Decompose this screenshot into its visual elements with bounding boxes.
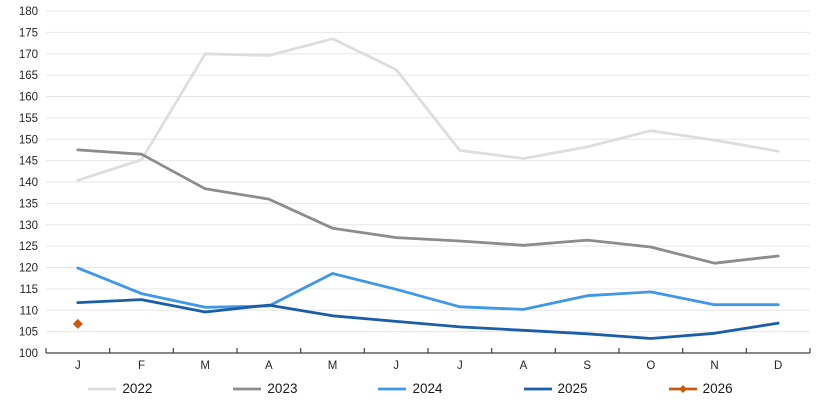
legend-item-2026: 2026	[668, 382, 733, 396]
series-marker-2026	[72, 318, 83, 329]
y-axis-tick-label: 160	[19, 92, 38, 104]
x-axis-tick-label: F	[138, 360, 145, 372]
y-axis-tick-label: 140	[19, 177, 38, 189]
x-axis-tick-label: O	[646, 360, 655, 372]
x-axis-tick-label: M	[200, 360, 210, 372]
y-axis-tick-label: 115	[20, 284, 38, 296]
series-line-2023	[76, 148, 780, 265]
y-axis-tick-label: 125	[19, 241, 38, 253]
series-line-2022	[76, 37, 780, 182]
legend-swatch-2025	[523, 387, 552, 391]
y-axis-tick-label: 150	[19, 134, 38, 146]
series-line-2024	[76, 266, 780, 311]
legend-label: 2023	[267, 381, 298, 397]
plot-area: 100 105 110 115 120 125 130 135 140 145 150 155 160 1…	[19, 6, 811, 372]
y-axis-tick-label: 135	[19, 198, 38, 210]
legend-label: 2022	[122, 381, 153, 397]
y-axis-tick-label: 145	[19, 156, 38, 168]
x-axis-tick-label: A	[520, 360, 528, 372]
legend-label: 2024	[412, 381, 443, 397]
chart-legend: 2022 2023 2024 2025 2026	[0, 376, 820, 402]
y-axis-tick-label: 170	[19, 49, 38, 61]
legend-item-2022: 2022	[87, 382, 152, 396]
x-axis-tick-label: J	[457, 360, 463, 372]
legend-swatch-2026	[668, 385, 697, 393]
legend-label: 2026	[702, 381, 733, 397]
legend-swatch-2023	[233, 387, 262, 391]
y-axis-tick-label: 100	[19, 348, 38, 360]
y-axis-tick-label: 165	[19, 70, 38, 82]
x-axis-tick-label: M	[328, 360, 338, 372]
x-axis-tick-label: N	[710, 360, 718, 372]
x-axis-tick-label: A	[265, 360, 273, 372]
legend-item-2025: 2025	[523, 382, 588, 396]
y-axis-tick-label: 155	[19, 113, 38, 125]
x-axis-tick-label: S	[583, 360, 591, 372]
legend-item-2024: 2024	[377, 381, 443, 397]
legend-swatch-2024	[378, 387, 407, 391]
x-axis-tick-label: D	[774, 360, 782, 372]
legend-swatch-2022	[88, 387, 117, 391]
y-axis-tick-label: 175	[19, 27, 38, 39]
y-axis-tick-label: 110	[20, 305, 38, 317]
y-axis-tick-label: 130	[19, 220, 38, 232]
legend-label: 2025	[557, 381, 588, 397]
series-line-2025	[76, 298, 780, 340]
x-axis-tick-label: J	[393, 360, 399, 372]
y-axis-tick-label: 105	[19, 327, 38, 339]
legend-item-2023: 2023	[232, 382, 297, 396]
x-axis-tick-label: J	[75, 360, 81, 372]
y-axis-tick-label: 180	[19, 6, 38, 18]
y-axis-tick-label: 120	[19, 263, 38, 275]
